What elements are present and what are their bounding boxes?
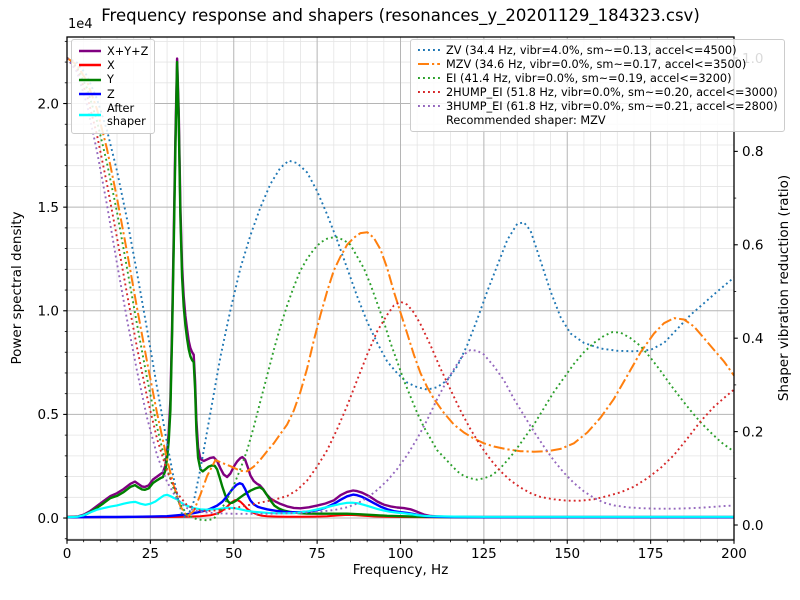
x-tick-label: 200: [721, 546, 747, 562]
legend-sample-spacer: [417, 115, 441, 125]
legend-line-sample: [418, 91, 440, 94]
legend-line-sample: [79, 49, 101, 53]
legend-line-sample: [79, 93, 101, 96]
legend-entry: Recommended shaper: MZV: [417, 114, 778, 127]
y-left-tick-label: 2.0: [38, 96, 59, 112]
legend-label: Y: [107, 73, 114, 87]
legend-entry: EI (41.4 Hz, vibr=0.0%, sm~=0.19, accel<…: [417, 72, 778, 85]
x-tick-label: 175: [638, 546, 664, 562]
legend-label: ZV (34.4 Hz, vibr=4.0%, sm~=0.13, accel<…: [446, 44, 737, 57]
x-tick-label: 25: [142, 546, 159, 562]
legend-label: MZV (34.6 Hz, vibr=0.0%, sm~=0.17, accel…: [446, 57, 747, 71]
y-right-tick-label: 0.8: [742, 144, 763, 160]
legend-entry: 3HUMP_EI (61.8 Hz, vibr=0.0%, sm~=0.21, …: [417, 100, 778, 113]
legend-entry: X: [78, 59, 148, 72]
series-psd-after-shaper: [67, 493, 734, 519]
y-right-tick-label: 0.6: [742, 238, 763, 254]
x-tick-label: 125: [471, 546, 497, 562]
y-left-tick-label: 0.0: [38, 511, 59, 527]
legend-entry: Z: [78, 88, 148, 101]
series-psd-y: [67, 60, 734, 519]
series-psd-x: [67, 499, 734, 519]
legend-entry: 2HUMP_EI (51.8 Hz, vibr=0.0%, sm~=0.20, …: [417, 86, 778, 99]
legend-line-sample: [79, 114, 101, 117]
legend-line-sample: [418, 63, 440, 66]
y-right-tick-label: 0.0: [742, 518, 763, 534]
x-tick-label: 100: [388, 546, 414, 562]
legend-label: After shaper: [107, 102, 146, 129]
x-tick-label: 50: [225, 546, 242, 562]
y-left-tick-label: 1.0: [38, 304, 59, 320]
y-axis-label-right: Shaper vibration reduction (ratio): [776, 174, 792, 402]
legend-line-sample: [418, 105, 440, 108]
x-axis-label: Frequency, Hz: [352, 562, 449, 578]
legend-psd: X+Y+Z X Y Z After shaper: [71, 39, 156, 134]
series-shaper-ei: [67, 57, 734, 522]
legend-label: EI (41.4 Hz, vibr=0.0%, sm~=0.19, accel<…: [446, 71, 732, 85]
legend-label: X+Y+Z: [107, 44, 149, 58]
y-right-tick-label: 0.4: [742, 331, 763, 347]
y-axis-offset-text: 1e4: [68, 17, 93, 32]
y-right-tick-label: 0.2: [742, 424, 763, 440]
legend-entry: X+Y+Z: [78, 44, 149, 58]
legend-line-sample: [79, 78, 101, 82]
legend-label: Z: [107, 87, 115, 101]
x-tick-label: 150: [554, 546, 580, 562]
legend-entry: MZV (34.6 Hz, vibr=0.0%, sm~=0.17, accel…: [417, 58, 778, 71]
x-tick-label: 0: [63, 546, 72, 562]
legend-entry: Y: [78, 73, 148, 86]
legend-label: 3HUMP_EI (61.8 Hz, vibr=0.0%, sm~=0.21, …: [446, 99, 778, 113]
x-tick-label: 75: [309, 546, 326, 562]
legend-entry: ZV (34.4 Hz, vibr=4.0%, sm~=0.13, accel<…: [417, 44, 778, 57]
legend-shapers: ZV (34.4 Hz, vibr=4.0%, sm~=0.13, accel<…: [410, 39, 785, 132]
y-left-tick-label: 0.5: [38, 407, 59, 423]
legend-line-sample: [79, 64, 101, 67]
y-left-tick-label: 1.5: [38, 200, 59, 216]
chart-title: Frequency response and shapers (resonanc…: [101, 6, 700, 25]
series-psd-xyz: [67, 57, 734, 519]
legend-line-sample: [418, 77, 440, 80]
legend-label: X: [107, 58, 115, 72]
series-group: [67, 57, 734, 522]
legend-label: 2HUMP_EI (51.8 Hz, vibr=0.0%, sm~=0.20, …: [446, 85, 778, 99]
y-axis-label-left: Power spectral density: [9, 211, 25, 365]
legend-line-sample: [418, 49, 440, 52]
series-shaper-2hump-ei: [67, 57, 734, 512]
legend-entry: After shaper: [78, 102, 148, 128]
legend-label: Recommended shaper: MZV: [446, 113, 606, 127]
